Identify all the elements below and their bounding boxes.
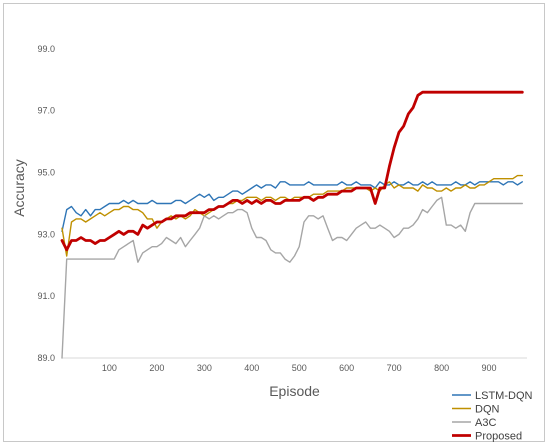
legend-label: Proposed bbox=[475, 431, 522, 443]
y-tick-label: 95.0 bbox=[37, 168, 55, 178]
x-tick-label: 200 bbox=[149, 363, 164, 373]
y-axis-ticks: 89.0 91.0 93.0 95.0 97.0 99.0 bbox=[37, 44, 55, 363]
x-tick-label: 100 bbox=[102, 363, 117, 373]
y-tick-label: 93.0 bbox=[37, 229, 55, 239]
legend-label: DQN bbox=[475, 404, 500, 416]
x-tick-label: 400 bbox=[244, 363, 259, 373]
series-line-dqn bbox=[61, 174, 523, 257]
x-tick-label: 500 bbox=[292, 363, 307, 373]
x-tick-label: 300 bbox=[197, 363, 212, 373]
x-tick-label: 800 bbox=[434, 363, 449, 373]
series-line-a3c bbox=[61, 196, 523, 359]
y-tick-label: 99.0 bbox=[37, 44, 55, 54]
y-tick-label: 97.0 bbox=[37, 106, 55, 116]
series-line-lstm-dqn bbox=[61, 181, 523, 233]
legend-label: A3C bbox=[475, 417, 496, 429]
legend-label: LSTM-DQN bbox=[475, 390, 533, 402]
y-axis-title: Accuracy bbox=[11, 159, 27, 217]
x-tick-label: 600 bbox=[339, 363, 354, 373]
y-tick-label: 89.0 bbox=[37, 353, 55, 363]
series-line-proposed bbox=[60, 90, 524, 252]
x-tick-label: 900 bbox=[482, 363, 497, 373]
x-tick-label: 700 bbox=[387, 363, 402, 373]
x-axis-title: Episode bbox=[269, 383, 320, 399]
y-tick-label: 91.0 bbox=[37, 291, 55, 301]
x-axis-ticks: 100 200 300 400 500 600 700 800 900 bbox=[102, 363, 497, 373]
chart-frame bbox=[3, 3, 545, 442]
series-lines bbox=[60, 90, 524, 359]
